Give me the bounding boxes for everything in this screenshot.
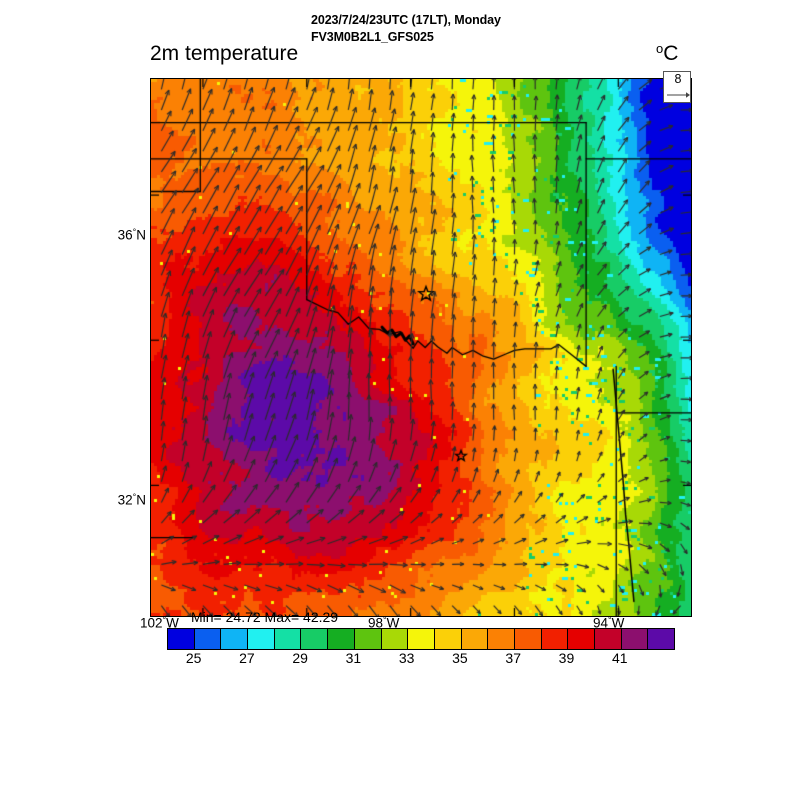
colorbar[interactable] <box>167 628 675 650</box>
colorbar-tick-31: 31 <box>345 650 362 666</box>
units-label: oC <box>656 40 678 66</box>
colorbar-segment <box>461 629 489 649</box>
degree-symbol: o <box>656 41 664 56</box>
colorbar-segment <box>648 629 675 649</box>
colorbar-segment <box>221 629 249 649</box>
lon-label-102: 102°W <box>140 615 179 631</box>
header: 2023/7/24/23UTC (17LT), Monday FV3M0B2L1… <box>0 0 800 78</box>
colorbar-segment <box>488 629 515 649</box>
wind-vector-legend: 8 <box>663 71 691 103</box>
min-max-statistics: Min= 24.72 Max= 42.29 <box>191 609 339 625</box>
colorbar-tick-33: 33 <box>398 650 415 666</box>
colorbar-tick-35: 35 <box>452 650 468 666</box>
timestamp-title: 2023/7/24/23UTC (17LT), Monday <box>311 13 501 27</box>
degree-symbol: ° <box>383 615 387 625</box>
colorbar-segment <box>328 629 355 649</box>
lat-label-36: 36°N <box>117 227 146 243</box>
colorbar-segment <box>541 629 569 649</box>
colorbar-segment <box>301 629 329 649</box>
colorbar-segment <box>248 629 275 649</box>
wind-legend-value: 8 <box>674 72 682 86</box>
degree-symbol: ° <box>162 615 167 625</box>
units-letter: C <box>663 42 679 65</box>
colorbar-tick-27: 27 <box>239 650 255 666</box>
temperature-heatmap-canvas[interactable] <box>151 79 691 616</box>
colorbar-tick-29: 29 <box>292 650 308 666</box>
colorbar-tick-37: 37 <box>505 650 521 666</box>
colorbar-segment <box>381 629 409 649</box>
colorbar-tick-39: 39 <box>558 650 575 666</box>
lat-label-32: 32°N <box>117 492 146 508</box>
degree-symbol: ° <box>608 615 612 625</box>
colorbar-segment <box>434 629 462 649</box>
degree-symbol: ° <box>132 492 137 502</box>
model-name-title: FV3M0B2L1_GFS025 <box>311 30 434 44</box>
colorbar-segment <box>354 629 382 649</box>
colorbar-segment <box>168 629 195 649</box>
colorbar-tick-41: 41 <box>611 650 628 666</box>
colorbar-tick-labels: 25 27 29 31 33 35 37 39 41 <box>167 650 673 668</box>
colorbar-segment <box>568 629 595 649</box>
wind-vector-arrow-icon <box>667 92 690 98</box>
colorbar-segment <box>408 629 435 649</box>
colorbar-segment <box>595 629 622 649</box>
colorbar-segment <box>194 629 222 649</box>
lon-label-94: 94°W <box>593 615 625 631</box>
page-title: 2m temperature <box>150 42 299 65</box>
degree-symbol: ° <box>132 227 137 237</box>
colorbar-segment <box>274 629 302 649</box>
colorbar-segment <box>621 629 649 649</box>
lon-label-98: 98°W <box>368 615 400 631</box>
map-plot-area[interactable] <box>150 78 692 617</box>
colorbar-segment <box>514 629 542 649</box>
colorbar-tick-25: 25 <box>185 650 202 666</box>
